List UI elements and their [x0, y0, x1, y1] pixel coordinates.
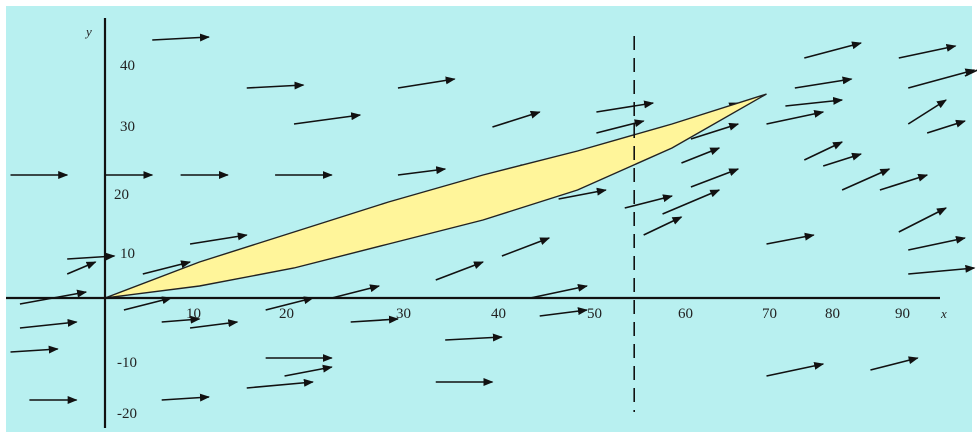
x-tick-label: 90 — [895, 306, 910, 322]
vector-arrow — [501, 237, 551, 257]
vector-arrow — [766, 109, 825, 125]
vector-arrow — [964, 69, 977, 77]
y-tick-label: 20 — [114, 187, 129, 203]
vector-arrow — [662, 189, 721, 215]
vector-arrow — [161, 393, 210, 402]
vector-arrow — [898, 43, 957, 59]
vector-arrow — [539, 307, 588, 317]
vector-arrow — [596, 119, 645, 134]
lens-region — [104, 93, 767, 299]
y-tick-label: -10 — [117, 355, 137, 371]
x-tick-label: 10 — [186, 306, 201, 322]
y-tick-label: -20 — [117, 406, 137, 422]
vector-arrow — [870, 356, 919, 371]
vector-arrow — [681, 147, 721, 164]
vector-arrow — [492, 110, 541, 128]
y-tick-label: 40 — [120, 58, 135, 74]
x-tick-label: 30 — [396, 306, 411, 322]
vector-arrow — [152, 33, 210, 42]
vector-arrow — [66, 261, 97, 275]
vector-arrow — [19, 318, 78, 329]
vector-arrow — [265, 296, 314, 311]
vector-arrow — [246, 378, 314, 389]
vector-arrow — [804, 41, 862, 59]
vector-arrow — [898, 207, 947, 233]
vector-arrow — [397, 166, 447, 176]
vector-arrow — [643, 216, 683, 236]
vector-arrow — [350, 315, 399, 324]
vector-arrow — [189, 232, 248, 245]
vector-arrow — [331, 284, 381, 299]
x-axis-label: x — [940, 306, 947, 321]
vector-arrow — [558, 187, 607, 200]
vector-arrow — [766, 232, 815, 245]
vector-arrow — [690, 168, 740, 188]
vector-arrow — [397, 76, 456, 89]
vector-arrow — [794, 76, 853, 89]
vector-arrow — [161, 315, 201, 324]
vector-arrow — [690, 122, 740, 140]
vector-arrow — [284, 364, 333, 377]
vector-arrow — [435, 261, 484, 281]
vector-arrow — [879, 173, 929, 191]
x-tick-label: 20 — [279, 306, 294, 322]
vector-arrow — [10, 345, 59, 354]
vector-arrow — [445, 333, 503, 342]
vector-arrow — [785, 96, 844, 107]
vector-arrow — [908, 235, 966, 251]
x-tick-label: 60 — [678, 306, 693, 322]
vector-arrow — [530, 283, 588, 299]
vector-arrow — [908, 264, 976, 275]
y-axis-label: y — [84, 24, 92, 39]
x-tick-label: 70 — [762, 306, 777, 322]
vector-arrow — [596, 100, 655, 113]
y-tick-label: 10 — [120, 246, 135, 262]
vector-arrow — [624, 194, 673, 209]
vector-arrow — [803, 141, 844, 161]
vector-arrow — [907, 99, 947, 125]
vector-arrow — [908, 68, 976, 89]
vector-arrow — [189, 319, 239, 329]
x-tick-label: 50 — [587, 306, 602, 322]
y-tick-label: 30 — [120, 119, 135, 135]
x-tick-label: 40 — [491, 306, 506, 322]
vector-arrow — [67, 252, 116, 261]
vector-arrow — [822, 152, 862, 167]
vector-arrow — [926, 119, 966, 134]
plot-background — [6, 6, 972, 432]
vector-arrow — [841, 168, 891, 191]
vector-arrow — [766, 361, 825, 377]
vector-arrow — [142, 260, 192, 275]
vector-arrow — [293, 112, 362, 125]
vector-arrow — [123, 296, 173, 311]
x-tick-label: 80 — [825, 306, 840, 322]
vector-arrow — [246, 81, 305, 90]
